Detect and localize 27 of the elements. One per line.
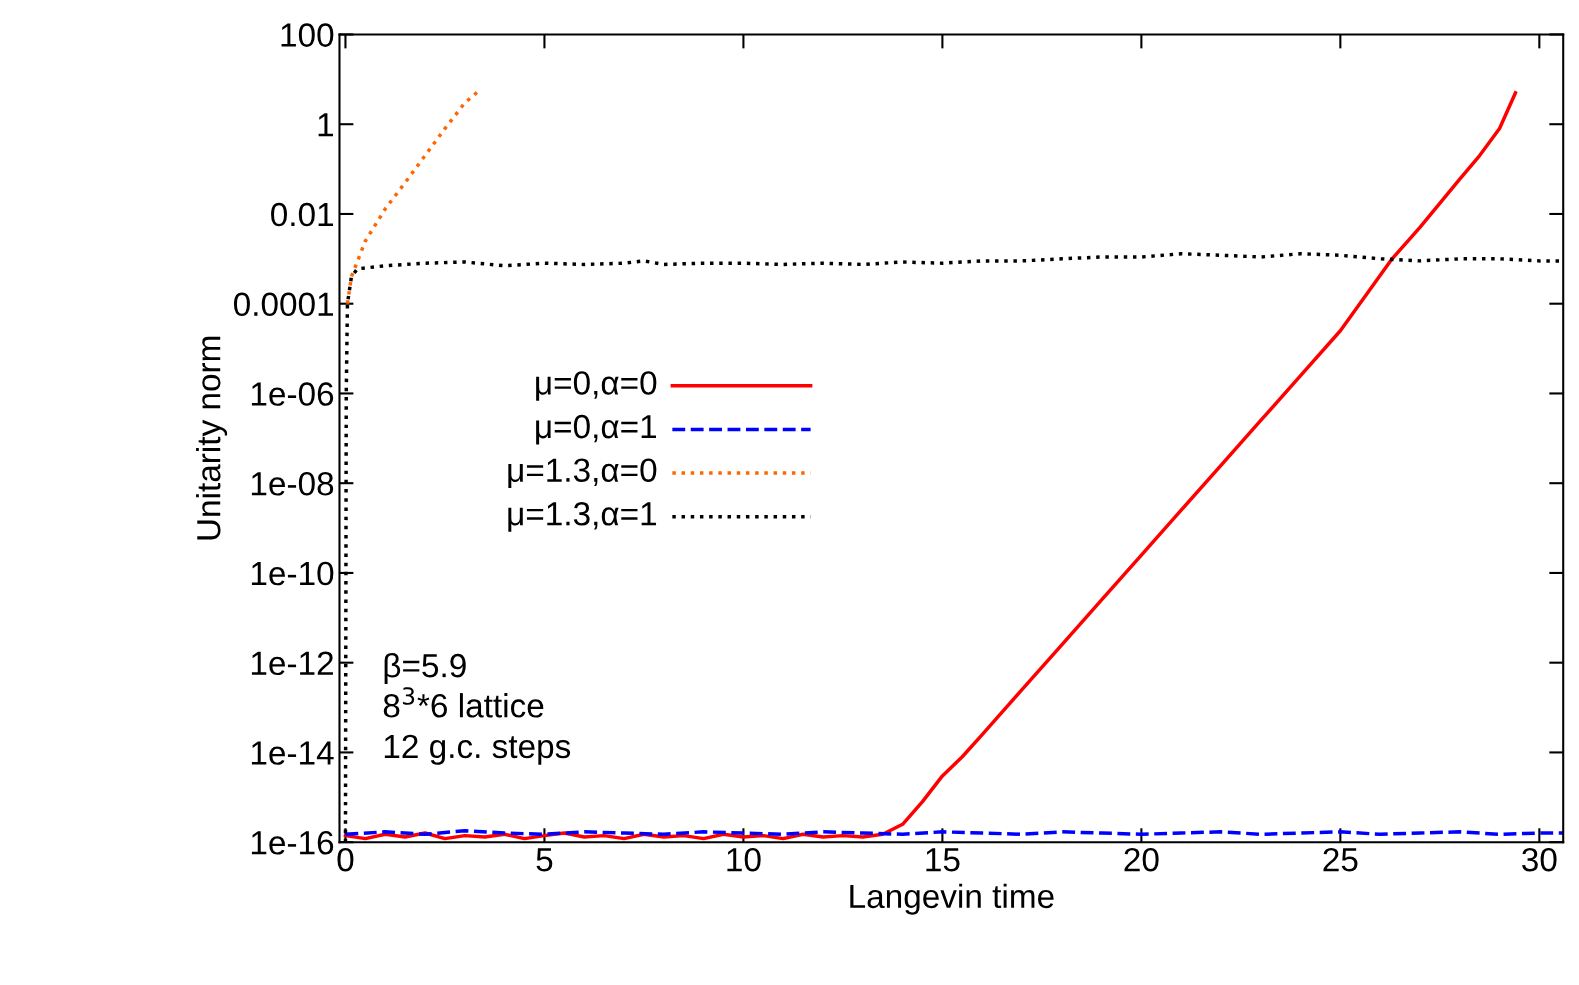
y-tick-label: 1e-08 (251, 472, 334, 496)
x-tick-label: 20 (1124, 847, 1159, 872)
annotation: 8$^{3}$*6 lattice (383, 687, 544, 718)
y-tick-label: 1e-06 (251, 382, 334, 406)
x-tick-label: 10 (727, 847, 761, 872)
line-series (343, 91, 1518, 841)
x-tick-label: 25 (1323, 847, 1358, 872)
y-tick-label: 1e-16 (251, 830, 334, 855)
y-tick-label: 0.01 (271, 202, 333, 227)
legend-label: μ=0,α=0 (536, 371, 657, 401)
annotation: 12 g.c. steps (384, 734, 571, 765)
annotation: β=5.9 (384, 652, 466, 685)
y-tick-label: 0.0001 (233, 292, 334, 317)
y-axis-title: Unitarity norm (196, 336, 228, 540)
legend-label: μ=1.3,α=0 (508, 458, 657, 489)
x-tick-label: 30 (1522, 847, 1557, 872)
legend-label: μ=0,α=1 (536, 414, 657, 445)
x-tick-label: 5 (536, 848, 553, 872)
y-tick-label: 1e-14 (251, 741, 334, 765)
y-tick-label: 1e-10 (251, 561, 334, 586)
y-tick-label: 100 (281, 23, 334, 47)
y-tick-label: 1e-12 (251, 651, 333, 676)
legend-label: μ=1.3,α=1 (508, 502, 657, 532)
y-tick-label: 1 (318, 113, 333, 137)
x-tick-label: 15 (926, 848, 960, 872)
x-tick-label: 0 (337, 847, 354, 872)
x-axis-title: Langevin time (850, 883, 1054, 915)
